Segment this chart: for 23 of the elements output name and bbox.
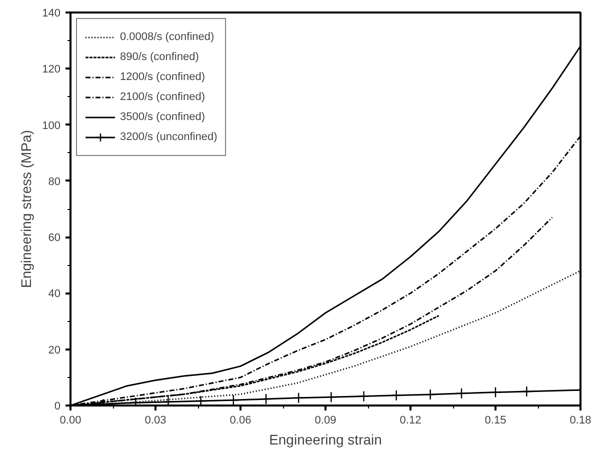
legend-label: 1200/s (confined)	[120, 70, 205, 84]
x-tick-label: 0.03	[144, 414, 166, 426]
x-tick-label: 0.12	[400, 414, 422, 426]
legend-label: 890/s (confined)	[120, 50, 199, 64]
x-axis-title: Engineering strain	[269, 432, 382, 448]
y-tick-label: 140	[42, 8, 61, 20]
legend-label: 3200/s (unconfined)	[120, 130, 218, 144]
legend-label: 0.0008/s (confined)	[120, 30, 214, 44]
y-tick-label: 100	[42, 120, 61, 132]
x-tick-label: 0.09	[314, 414, 336, 426]
y-tick-label: 80	[48, 176, 61, 188]
x-tick-label: 0.00	[60, 414, 82, 426]
x-tick-label: 0.18	[570, 414, 592, 426]
legend-label: 2100/s (confined)	[120, 90, 205, 104]
x-tick-label: 0.06	[230, 414, 252, 426]
y-axis-title: Engineering stress (MPa)	[18, 130, 34, 288]
legend-label: 3500/s (confined)	[120, 110, 205, 124]
y-tick-label: 20	[48, 344, 61, 356]
y-tick-label: 120	[42, 64, 61, 76]
y-tick-label: 60	[48, 232, 61, 244]
x-tick-label: 0.15	[484, 414, 506, 426]
y-tick-label: 40	[48, 288, 61, 300]
y-tick-label: 0	[54, 400, 61, 412]
